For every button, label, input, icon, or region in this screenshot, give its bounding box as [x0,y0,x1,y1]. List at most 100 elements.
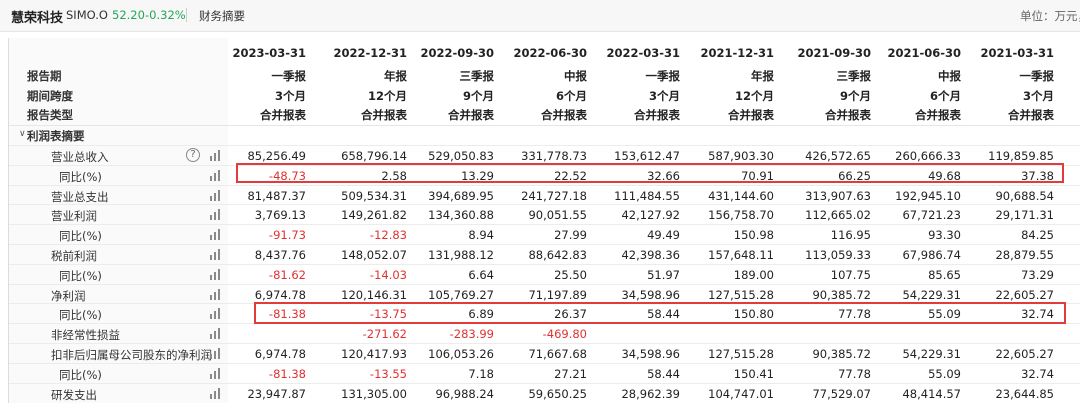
period-date[interactable]: 2022-03-31 [606,46,680,60]
value-cell: 27.21 [554,366,587,381]
period-date[interactable]: 2021-09-30 [797,46,871,60]
value-cell: 59,650.25 [528,386,587,401]
bar-chart-icon[interactable] [210,150,222,161]
row-label: 营业总支出 [51,189,109,204]
period-date[interactable]: 2022-09-30 [420,46,494,60]
bar-chart-icon-bar [218,249,220,260]
bar-chart-icon[interactable] [210,387,222,399]
value-cell: 658,796.14 [341,149,407,163]
bar-chart-icon-bar [218,169,220,181]
bar-chart-icon[interactable] [210,348,222,359]
bar-chart-icon-bar [218,328,220,340]
company-name: 慧荣科技 [11,11,64,26]
header-cell: 三季报 [459,69,495,83]
bar-chart-icon-bar [210,294,212,300]
row-label: 同比(%) [59,229,102,244]
help-question-icon[interactable]: ? [186,148,200,162]
value-cell: -271.62 [362,327,407,342]
bar-chart-icon-bar [214,232,216,241]
value-cell: 509,534.31 [341,188,407,203]
table-row: 同比(%) -81.38 -13.55 7.18 27.21 58.44 150.41 77.… [9,362,1080,383]
value-cell: -469.80 [542,327,587,342]
value-cell: 2.58 [381,168,407,183]
bar-chart-icon-bar [210,373,212,379]
value-cell: 23,947.87 [247,386,306,401]
value-cell: 150.41 [733,366,774,381]
row-label: 营业总收入 [51,150,109,164]
bar-chart-icon[interactable] [210,209,222,221]
value-cell: 134,360.88 [428,208,494,223]
section-income-summary[interactable]: ∨ 利润表摘要 [9,125,1080,145]
value-cell: 26.37 [554,307,587,322]
table-row: 同比(%) -81.62 -14.03 6.64 25.50 51.97 189.00 107… [9,263,1080,284]
last-price: 52.20 [112,8,145,22]
value-cell: 149,261.82 [341,208,407,223]
table-row: 扣非后归属母公司股东的净利润 6,974.78 120,417.93 106,053.… [9,343,1080,363]
bar-chart-icon-bar [210,354,212,359]
bar-chart-icon-bar [214,153,216,161]
row-label: 税前利润 [51,249,97,263]
table-row: 研发支出 23,947.87 131,305.00 96,988.24 59,650.2… [9,382,1080,403]
bar-chart-icon[interactable] [210,367,222,379]
value-cell: -81.38 [268,366,306,381]
table-row: 营业利润 3,769.13 149,261.82 134,360.88 90,051.5… [9,204,1080,224]
value-cell: 71,197.89 [528,287,587,302]
chevron-down-icon[interactable]: ∨ [19,129,26,139]
bar-chart-icon[interactable] [210,328,222,340]
value-cell: 13.29 [461,168,494,183]
value-cell: 54,229.31 [902,287,961,302]
bar-chart-icon-bar [218,367,220,379]
ticker-code: SIMO.O [66,8,108,22]
value-cell: 77,529.07 [812,386,871,401]
bar-chart-icon-bar [214,271,216,280]
value-cell: -81.62 [268,267,306,282]
value-cell: 6.89 [468,307,494,322]
tab-financial-summary[interactable]: 财务摘要 [199,9,245,23]
table-row: 同比(%) -48.73 2.58 13.29 22.52 32.66 70.91 66.25… [9,164,1080,185]
table-row: 营业总支出 81,487.37 509,534.31 394,689.95 241,72… [9,184,1080,205]
value-cell: 77.78 [838,307,871,322]
value-cell: -283.99 [449,327,494,342]
bar-chart-icon[interactable] [210,249,222,260]
period-date[interactable]: 2021-06-30 [887,46,961,60]
row-label: 研发支出 [51,387,97,402]
value-cell: 37.38 [1021,168,1054,183]
bar-chart-icon[interactable] [210,288,222,300]
label-column-background [9,38,228,403]
value-cell: 58.44 [647,366,680,381]
header-cell: 合并报表 [541,108,587,122]
bar-chart-icon[interactable] [210,189,222,201]
bar-chart-icon-bar [218,209,220,221]
header-cell: 3个月 [274,89,306,103]
bar-chart-icon-bar [210,215,212,221]
bar-chart-icon[interactable] [210,229,222,241]
bar-chart-icon-bar [218,150,220,161]
price-change: -0.32% [145,8,186,22]
bar-chart-icon[interactable] [210,169,222,181]
value-cell: 426,572.65 [805,149,871,163]
header-cell: 3个月 [1022,89,1054,103]
period-date[interactable]: 2022-12-31 [333,46,407,60]
header-cell: 合并报表 [1008,108,1054,122]
row-label: 同比(%) [59,308,102,323]
value-cell: 34,598.96 [621,287,680,302]
value-cell: 93.30 [928,228,961,243]
header-row: 报告期 一季报 年报 三季报 中报 一季报 年报 三季报 中报 一季报 [9,66,1080,85]
period-date[interactable]: 2023-03-31 [232,46,306,60]
value-cell: 32.74 [1021,366,1054,381]
period-date[interactable]: 2021-12-31 [700,46,774,60]
value-cell: 112,665.02 [805,208,871,223]
bar-chart-icon[interactable] [210,268,222,280]
bar-chart-icon[interactable] [210,308,222,320]
value-cell: 104,747.01 [708,386,774,401]
row-label: 同比(%) [59,169,102,184]
row-label: 同比(%) [59,367,102,382]
value-cell: 32.66 [647,168,680,183]
period-date[interactable]: 2021-03-31 [980,46,1054,60]
header-row: 报告类型 合并报表 合并报表 合并报表 合并报表 合并报表 合并报表 合并报表 合并报表 合并报表 [9,105,1080,124]
value-cell: 22,605.27 [995,287,1054,302]
period-date[interactable]: 2022-06-30 [513,46,587,60]
value-cell: 331,778.73 [521,149,587,163]
row-label: 同比(%) [59,268,102,283]
header-cell: 一季报 [645,69,681,83]
